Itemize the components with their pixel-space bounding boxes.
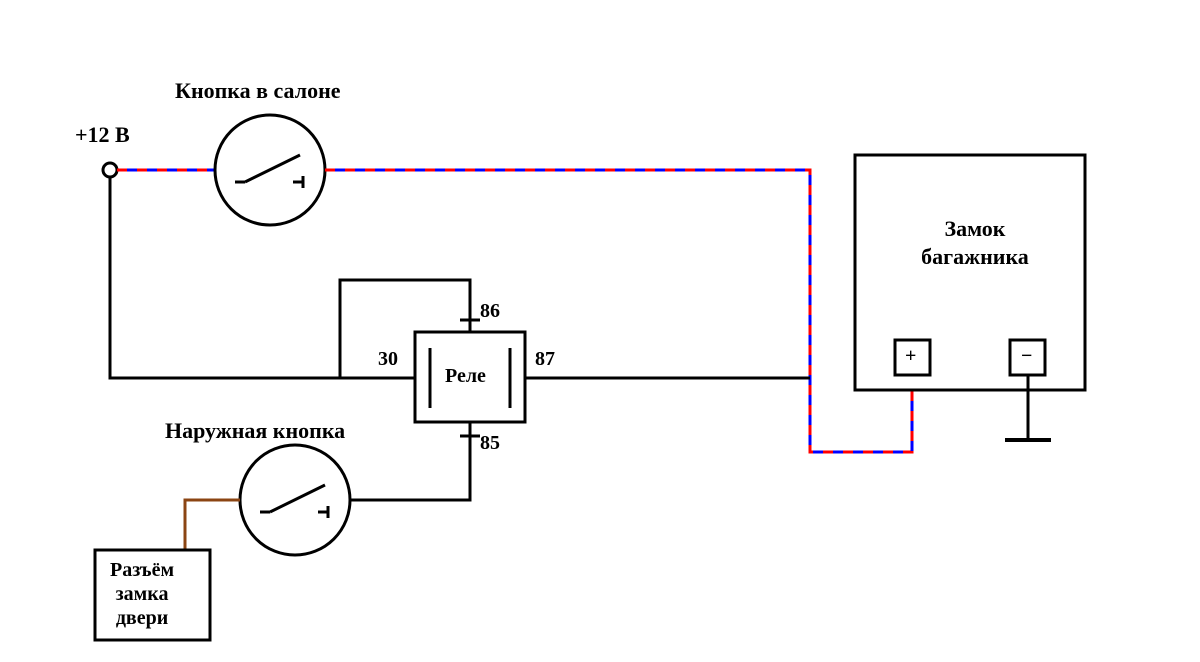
supply-terminal <box>103 163 117 177</box>
plus-label: + <box>905 345 916 368</box>
schematic-canvas: +12 В Кнопка в салоне Наружная кнопка Ре… <box>0 0 1200 662</box>
pin86-label: 86 <box>480 300 500 323</box>
door-connector-label: Разъём замка двери <box>110 558 174 630</box>
relay-label: Реле <box>445 365 486 388</box>
cabin-button-label: Кнопка в салоне <box>175 78 341 104</box>
pin87-label: 87 <box>535 348 555 371</box>
trunk-lock-box <box>855 155 1085 390</box>
trunk-lock-label: Замок багажника <box>920 215 1030 270</box>
pin85-label: 85 <box>480 432 500 455</box>
external-button-label: Наружная кнопка <box>165 418 345 444</box>
minus-label: − <box>1021 345 1032 368</box>
voltage-label: +12 В <box>75 122 130 148</box>
pin30-label: 30 <box>378 348 398 371</box>
